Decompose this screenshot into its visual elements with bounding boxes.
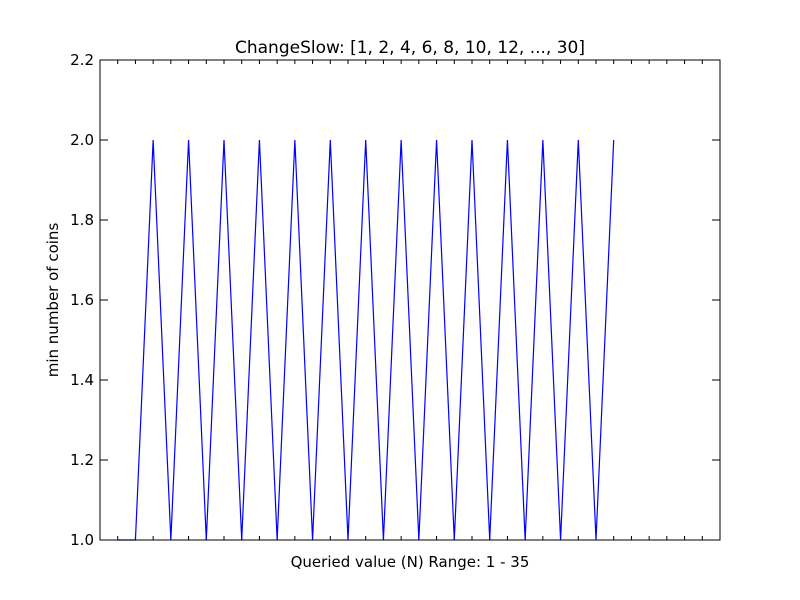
y-tick-label: 1.4	[70, 371, 94, 389]
series-line	[117, 139, 615, 541]
plot-frame	[99, 59, 721, 541]
y-axis-label: min number of coins	[44, 223, 62, 378]
y-tick-label: 1.0	[70, 531, 94, 549]
y-tick-label: 2.0	[70, 131, 94, 149]
y-tick-label: 2.2	[70, 51, 94, 69]
y-tick-label: 1.8	[70, 211, 94, 229]
y-tick-label: 1.6	[70, 291, 94, 309]
chart-title: ChangeSlow: [1, 2, 4, 6, 8, 10, 12, ...,…	[235, 38, 585, 58]
y-tick-label: 1.2	[70, 451, 94, 469]
x-axis-label: Queried value (N) Range: 1 - 35	[291, 553, 530, 571]
plot-area	[100, 60, 720, 540]
